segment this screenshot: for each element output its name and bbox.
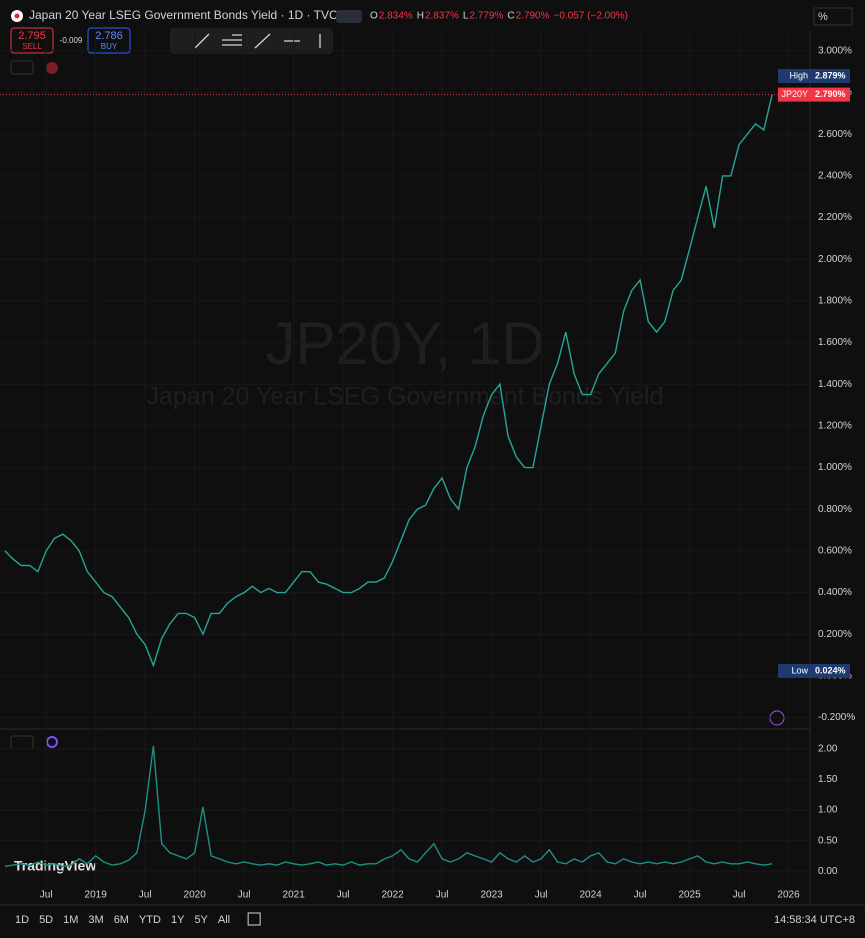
price-label-value: 0.024% [815,665,846,675]
y-tick-label: 1.000% [818,462,852,473]
buy-price: 2.786 [95,30,123,42]
sell-label: SELL [22,42,42,51]
y-tick-label: 1.800% [818,296,852,307]
y-tick-label: 0.200% [818,629,852,640]
y-tick-label: 1.600% [818,337,852,348]
range-button[interactable]: YTD [139,914,161,926]
price-label-name: High [789,70,808,80]
x-tick-label: Jul [337,890,350,901]
buy-label: BUY [101,42,118,51]
range-button[interactable]: 5Y [194,914,208,926]
sell-price: 2.795 [18,30,46,42]
ohlc-value: 2.837% [425,11,459,22]
flag-dot [14,13,20,19]
price-label-value: 2.790% [815,89,846,99]
x-tick-label: 2024 [579,890,602,901]
ohlc-value: 2.790% [516,11,550,22]
x-tick-label: Jul [238,890,251,901]
watermark-symbol: JP20Y, 1D [265,310,544,377]
x-tick-label: 2025 [678,890,701,901]
alert-icon [46,62,58,74]
toggle[interactable] [336,10,362,23]
series-line [4,745,773,868]
scale-box[interactable] [813,7,853,26]
change: −0.057 (−2.00%) [554,11,629,22]
y-tick-label: 0.50 [818,835,838,846]
clock: 14:58:34 UTC+8 [774,914,855,926]
price-label-bg [778,69,850,84]
series-line [4,94,773,668]
spread: -0.009 [60,36,83,45]
price-label-value: 2.879% [815,70,846,80]
price-label-bg [778,663,850,678]
range-button[interactable]: 5D [39,914,53,926]
indicator-icon [46,736,58,748]
scale-mode: % [818,11,828,23]
y-tick-label: 0.600% [818,546,852,557]
ohlc-key: O [370,11,378,22]
x-tick-label: 2026 [777,890,800,901]
x-tick-label: 2021 [283,890,306,901]
x-tick-label: Jul [40,890,53,901]
y-tick-label: -0.200% [818,712,855,723]
range-button[interactable]: All [218,914,230,926]
calendar-icon[interactable] [247,912,261,926]
sell-button[interactable] [10,27,54,54]
symbol-title[interactable]: Japan 20 Year LSEG Government Bonds Yiel… [29,8,338,22]
collapse-button[interactable] [10,60,34,75]
watermark-description: Japan 20 Year LSEG Government Bonds Yiel… [146,383,663,411]
y-tick-label: 0.800% [818,504,852,515]
y-tick-label: 1.00 [818,805,838,816]
range-button[interactable]: 1M [63,914,78,926]
range-button[interactable]: 1Y [171,914,185,926]
x-tick-label: Jul [634,890,647,901]
y-tick-label: 1.400% [818,379,852,390]
drawing-toolbar[interactable] [170,28,333,54]
y-tick-label: 0.00 [818,866,838,877]
price-label-name: JP20Y [781,89,808,99]
range-button[interactable]: 6M [114,914,129,926]
y-tick-label: 2.400% [818,170,852,181]
y-tick-label: 2.600% [818,129,852,140]
buy-button[interactable] [87,27,131,54]
ohlc-value: 2.834% [379,11,413,22]
x-tick-label: Jul [733,890,746,901]
ohlc-key: L [463,11,469,22]
y-tick-label: 0.400% [818,587,852,598]
ohlc-value: 2.779% [469,11,503,22]
price-label-bg [778,87,850,102]
range-button[interactable]: 3M [88,914,103,926]
x-tick-label: 2023 [480,890,503,901]
range-button[interactable]: 1D [15,914,29,926]
y-tick-label: 1.200% [818,421,852,432]
y-tick-label: 3.000% [818,45,852,56]
y-tick-label: 2.200% [818,212,852,223]
x-tick-label: Jul [535,890,548,901]
x-tick-label: Jul [139,890,152,901]
x-tick-label: Jul [436,890,449,901]
y-tick-label: 2.00 [818,744,838,755]
toolbar-icons [194,33,321,49]
y-tick-label: 1.50 [818,774,838,785]
ohlc-key: H [417,11,424,22]
x-tick-label: 2022 [382,890,405,901]
ohlc-key: C [507,11,514,22]
y-tick-label: 2.000% [818,254,852,265]
price-label-name: Low [791,665,808,675]
x-tick-label: 2019 [85,890,108,901]
x-tick-label: 2020 [184,890,207,901]
